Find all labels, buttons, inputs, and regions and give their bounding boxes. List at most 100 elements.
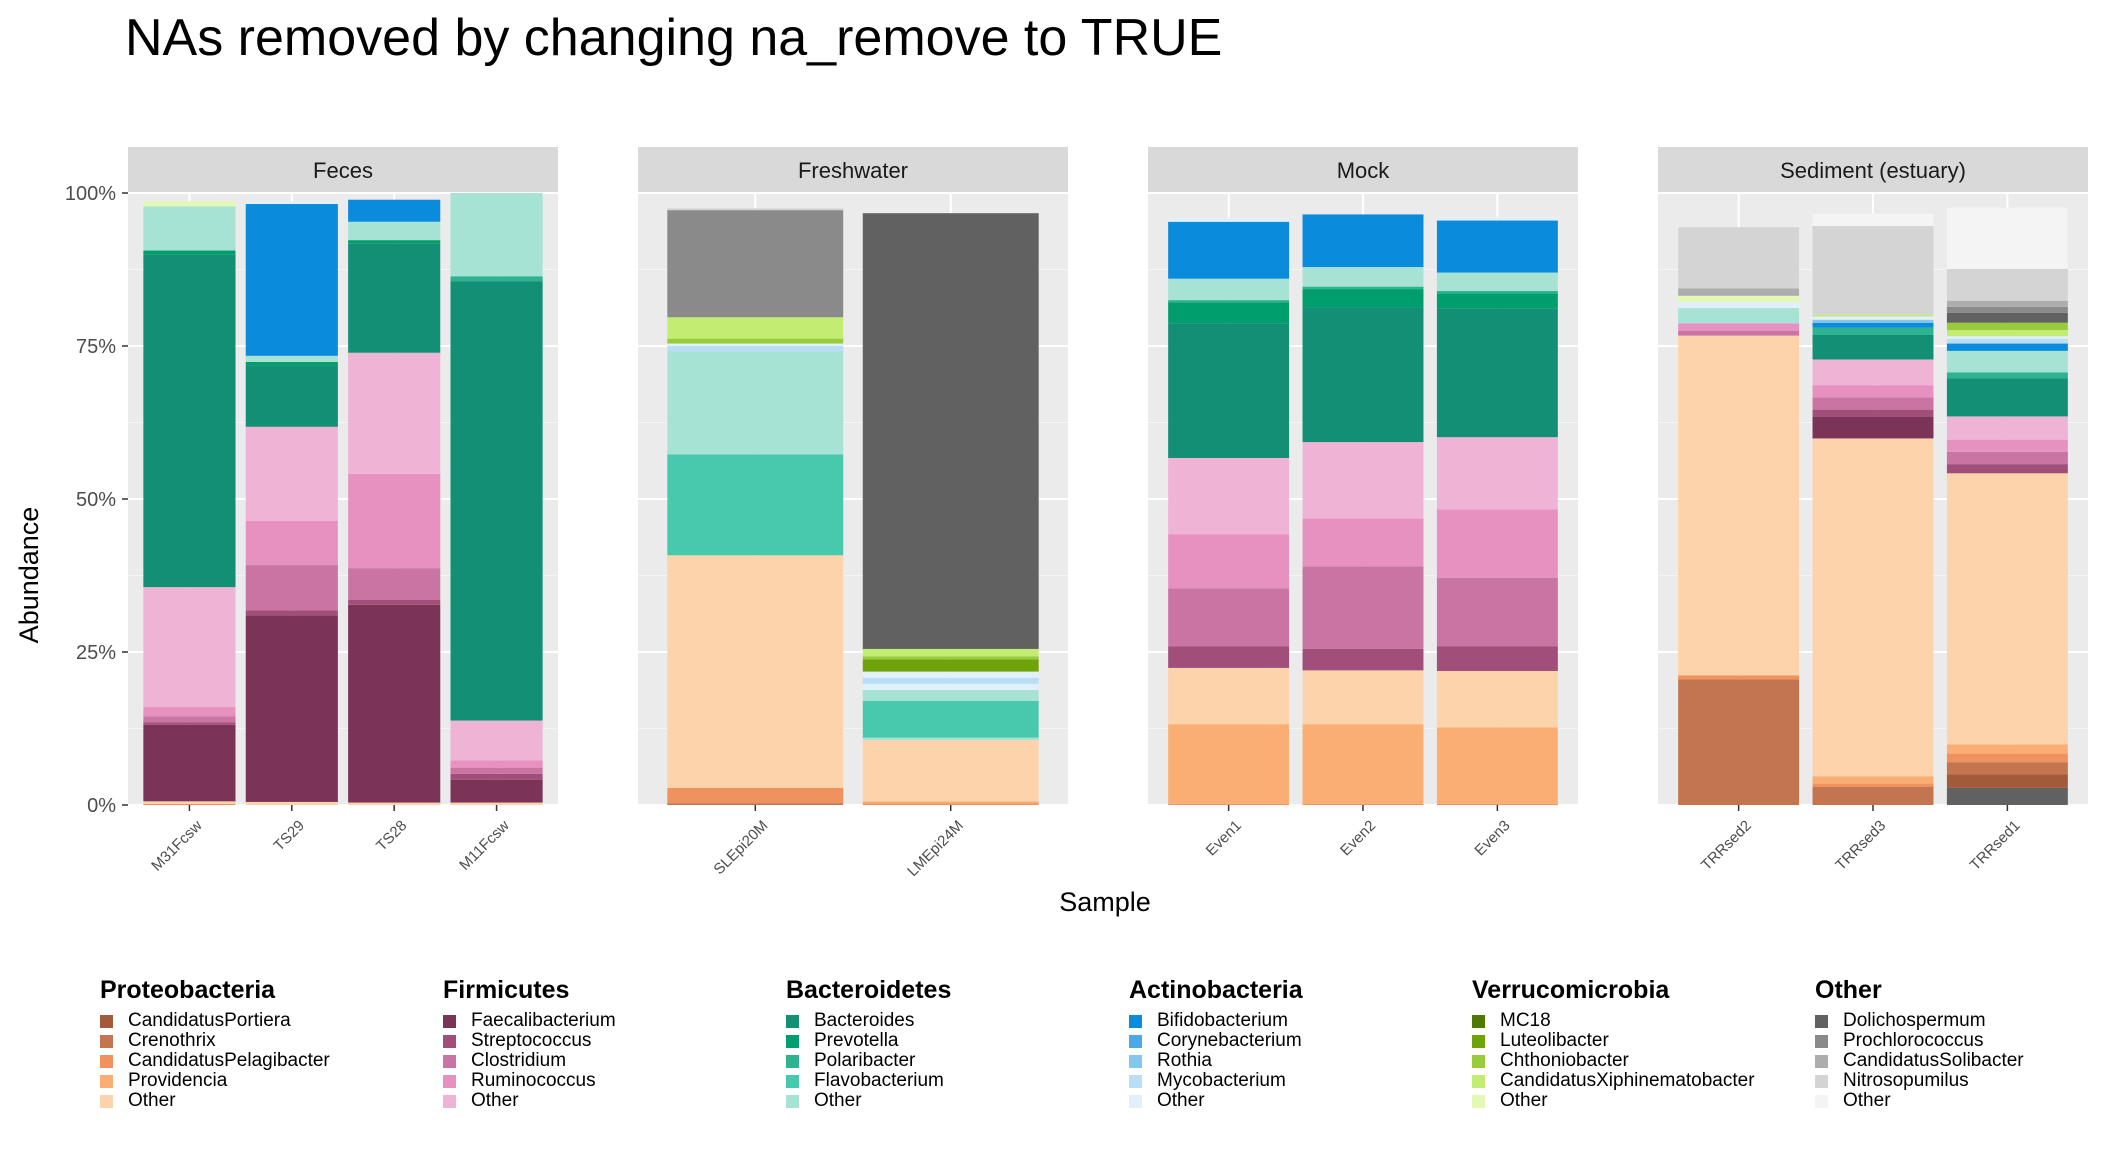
bar-segment-ruminococcus	[143, 707, 236, 717]
bar-segment-candidatuspelagibacter	[1168, 803, 1290, 805]
bar-stack	[1678, 227, 1800, 805]
x-tick-label: TRRsed2	[1698, 817, 1755, 874]
legend-swatch	[1815, 1014, 1828, 1028]
bar-segment-candidatuspelagibacter	[1946, 753, 2068, 763]
legend-swatch	[1129, 1034, 1142, 1048]
legend-label: Ruminococcus	[471, 1070, 596, 1091]
bar-segment-other	[667, 343, 844, 346]
bar-stack	[1436, 216, 1558, 805]
legend-swatch	[786, 1074, 799, 1088]
x-tick-label: TRRsed1	[1967, 817, 2024, 874]
facet-panel: Freshwater SLEpi20M LMEpi24M	[638, 147, 1068, 880]
bar-segment-other	[862, 683, 1039, 690]
bar-segment-clostridium	[1302, 566, 1424, 649]
bar-segment-ruminococcus	[245, 521, 338, 566]
bar-segment-clostridium	[1678, 330, 1800, 336]
bar-segment-bifidobacterium	[348, 199, 441, 222]
bar-segment-bacteroides	[1302, 307, 1424, 443]
bar-segment-streptococcus	[1302, 648, 1424, 671]
bar-segment-flavobacterium	[862, 700, 1039, 738]
bar-segment-other	[450, 802, 543, 805]
bar-segment-candidatuspelagibacter	[1302, 803, 1424, 805]
bar-segment-candidatussolibacter	[1678, 288, 1800, 296]
legend-swatch	[1129, 1014, 1142, 1028]
bar-segment-clostridium	[1436, 577, 1558, 647]
bar-segment-other	[245, 801, 338, 805]
bar-segment-other	[1168, 218, 1290, 222]
legend-label: Chthoniobacter	[1500, 1050, 1629, 1071]
bar-segment-bacteroides	[348, 243, 441, 353]
legend-label: CandidatusSolibacter	[1843, 1050, 2024, 1071]
bar-segment-clostridium	[450, 767, 543, 774]
legend-label: Other	[471, 1090, 519, 1111]
bar-segment-prevotella	[143, 250, 236, 255]
legend-item: Prevotella	[786, 1031, 1126, 1051]
chart-title: NAs removed by changing na_remove to TRU…	[125, 9, 1223, 67]
legend-item: CandidatusPortiera	[100, 1011, 440, 1031]
legend-swatch	[100, 1094, 113, 1108]
legend-swatch	[1815, 1094, 1828, 1108]
bar-segment-streptococcus	[1168, 646, 1290, 668]
bar-segment-prochlorococcus	[667, 210, 844, 318]
legend-item: Bifidobacterium	[1129, 1011, 1469, 1031]
y-tick-label: 25%	[76, 642, 116, 664]
bar-segment-other	[1946, 207, 2068, 269]
bar-segment-other	[1302, 442, 1424, 519]
bar-segment-bacteroides	[1436, 308, 1558, 438]
bar-segment-chthoniobacter	[1946, 322, 2068, 331]
bar-segment-clostridium	[348, 568, 441, 600]
legend-swatch	[1472, 1074, 1485, 1088]
legend-swatch	[1815, 1074, 1828, 1088]
facet-strip	[1658, 147, 2088, 193]
bar-segment-other	[1678, 335, 1800, 676]
bar-segment-polaribacter	[1946, 372, 2068, 379]
bar-segment-clostridium	[1946, 451, 2068, 465]
legend-label: Bifidobacterium	[1157, 1010, 1288, 1031]
x-tick-label: LMEpi24M	[904, 817, 967, 880]
legend-group: Firmicutes Faecalibacterium Streptococcus C…	[443, 975, 783, 1111]
bar-segment-other	[1946, 336, 2068, 339]
bar-stack	[862, 213, 1039, 805]
bar-segment-streptococcus	[1946, 464, 2068, 474]
legend-item: Faecalibacterium	[443, 1011, 783, 1031]
bar-segment-other	[245, 426, 338, 522]
bar-segment-nitrosopumilus	[667, 208, 844, 211]
legend-group-title: Verrucomicrobia	[1472, 976, 1670, 1004]
legend-item: CandidatusXiphinematobacter	[1472, 1071, 1812, 1091]
bar-segment-clostridium	[1812, 397, 1934, 410]
legend-label: Streptococcus	[471, 1030, 592, 1051]
legend-item: Bacteroides	[786, 1011, 1126, 1031]
x-tick-label: SLEpi20M	[710, 817, 771, 878]
bar-segment-dolichospermum	[862, 213, 1039, 649]
facet-panel: Mock Even1 Even2 Even3	[1148, 147, 1578, 859]
bar-segment-candidatuspelagibacter	[1436, 803, 1558, 805]
bar-segment-other	[245, 201, 338, 205]
bar-stack	[1812, 213, 1934, 805]
bar-segment-bifidobacterium	[1168, 221, 1290, 279]
legend-group-title: Proteobacteria	[100, 976, 276, 1004]
legend-swatch	[1129, 1094, 1142, 1108]
legend-item: Chthoniobacter	[1472, 1051, 1812, 1071]
bar-segment-crenothrix	[1812, 786, 1934, 805]
bar-segment-ruminococcus	[1946, 439, 2068, 452]
y-tick-label: 50%	[76, 489, 116, 511]
bar-stack	[450, 193, 543, 805]
bar-segment-bifidobacterium	[1302, 214, 1424, 268]
bar-segment-ruminococcus	[1168, 534, 1290, 589]
legend-label: Providencia	[128, 1070, 228, 1091]
bar-segment-ruminococcus	[450, 760, 543, 768]
bar-segment-candidatusportiera	[1946, 774, 2068, 788]
bar-segment-other	[1436, 272, 1558, 291]
legend-label: MC18	[1500, 1010, 1551, 1031]
bar-segment-other	[1168, 457, 1290, 535]
bar-stack	[1168, 218, 1290, 805]
bar-segment-other	[143, 201, 236, 207]
bar-segment-dolichospermum	[1946, 312, 2068, 323]
bar-segment-other	[245, 355, 338, 362]
legend-swatch	[100, 1034, 113, 1048]
bar-segment-ruminococcus	[1678, 323, 1800, 331]
legend-item: Ruminococcus	[443, 1071, 783, 1091]
bar-stack	[1302, 214, 1424, 805]
legend-label: Bacteroides	[814, 1010, 915, 1031]
facet-panel: Sediment (estuary) TRRsed2 TRRsed3 TRRsed1	[1658, 147, 2088, 874]
